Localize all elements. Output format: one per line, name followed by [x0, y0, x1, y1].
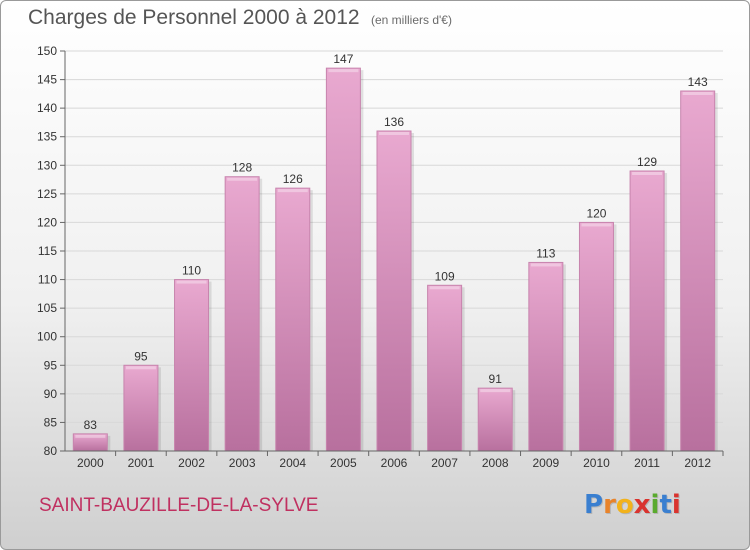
data-label: 91 — [489, 372, 503, 386]
data-label: 128 — [232, 161, 252, 175]
bar — [123, 364, 159, 452]
bar-highlight — [682, 92, 713, 95]
y-tick-labels: 80 85 90 95 100 105 110 115 120 125 130 135 140 145 15… — [37, 44, 57, 458]
bar-highlight — [328, 69, 359, 73]
bar-highlight — [75, 434, 106, 438]
x-tick-label: 2008 — [482, 456, 509, 470]
y-tick-label: 130 — [37, 158, 57, 172]
bar — [680, 90, 716, 452]
data-label: 136 — [384, 115, 404, 129]
bar — [174, 279, 210, 452]
chart-unit: (en milliers d'€) — [371, 13, 452, 27]
y-tick-label: 140 — [37, 101, 57, 115]
proxiti-logo: Proxiti — [584, 490, 681, 520]
x-tick-label: 2000 — [77, 456, 104, 470]
bar-highlight — [379, 132, 409, 135]
x-tick-label: 2005 — [330, 456, 357, 470]
data-label: 147 — [333, 52, 353, 66]
bar — [325, 67, 361, 452]
bars — [72, 67, 718, 452]
commune-name: SAINT-BAUZILLE-DE-LA-SYLVE — [39, 495, 319, 516]
logo-letter: r — [603, 490, 616, 520]
data-label: 120 — [586, 206, 606, 220]
data-labels: 83 95 110 128 126 147 136 109 91 113 120 129 143 — [84, 52, 708, 432]
y-tick-label: 120 — [37, 215, 57, 229]
y-tick-label: 125 — [37, 187, 57, 201]
x-tick-label: 2007 — [431, 456, 458, 470]
bar-highlight — [429, 286, 460, 290]
x-tick-label: 2001 — [128, 456, 155, 470]
bar — [477, 387, 513, 452]
y-tick-label: 80 — [44, 444, 58, 458]
x-tick-label: 2006 — [381, 456, 408, 470]
bar — [275, 187, 311, 452]
bar — [578, 221, 614, 452]
bar — [629, 170, 665, 452]
y-tick-label: 145 — [37, 73, 57, 87]
bar-highlight — [227, 177, 258, 181]
y-tick-label: 95 — [44, 358, 58, 372]
data-label: 143 — [688, 75, 708, 89]
bar-highlight — [632, 172, 663, 175]
x-tick-label: 2012 — [684, 456, 711, 470]
logo-letter: i — [650, 490, 660, 520]
y-tick-label: 105 — [37, 301, 57, 315]
data-label: 109 — [435, 269, 455, 283]
y-tick-label: 135 — [37, 130, 57, 144]
bar-highlight — [277, 189, 308, 193]
bar — [528, 261, 564, 452]
x-tick-label: 2011 — [634, 456, 660, 470]
axes — [60, 50, 724, 456]
data-label: 83 — [84, 418, 98, 432]
data-label: 126 — [283, 172, 303, 186]
x-tick-label: 2010 — [583, 456, 610, 470]
x-tick-labels: 2000 2001 2002 2003 2004 2005 2006 2007 2008 2009… — [77, 456, 711, 470]
logo-letter: x — [633, 490, 651, 520]
y-tick-label: 90 — [44, 387, 58, 401]
y-tick-label: 85 — [44, 415, 58, 429]
y-tick-label: 150 — [37, 44, 57, 58]
x-tick-label: 2002 — [178, 456, 205, 470]
bar-highlight — [176, 280, 207, 284]
bar — [427, 284, 463, 452]
bar-highlight — [581, 223, 612, 227]
x-tick-label: 2009 — [532, 456, 559, 470]
y-tick-label: 100 — [37, 330, 57, 344]
chart-title: Charges de Personnel 2000 à 2012 — [28, 6, 360, 29]
x-tick-label: 2004 — [279, 456, 306, 470]
data-label: 129 — [637, 155, 657, 169]
bar-highlight — [125, 366, 156, 370]
logo-letter: P — [584, 490, 604, 520]
y-tick-label: 115 — [38, 244, 57, 258]
bar-highlight — [480, 389, 511, 393]
data-label: 110 — [182, 264, 201, 278]
y-tick-label: 110 — [38, 273, 57, 287]
x-tick-label: 2003 — [229, 456, 256, 470]
logo-letter: i — [671, 490, 681, 520]
data-label: 113 — [536, 246, 555, 260]
data-label: 95 — [134, 349, 148, 363]
logo-letter: o — [615, 490, 634, 520]
bar — [224, 176, 260, 452]
logo-letter: t — [659, 490, 672, 520]
bar-highlight — [530, 263, 561, 267]
bar — [376, 130, 412, 452]
